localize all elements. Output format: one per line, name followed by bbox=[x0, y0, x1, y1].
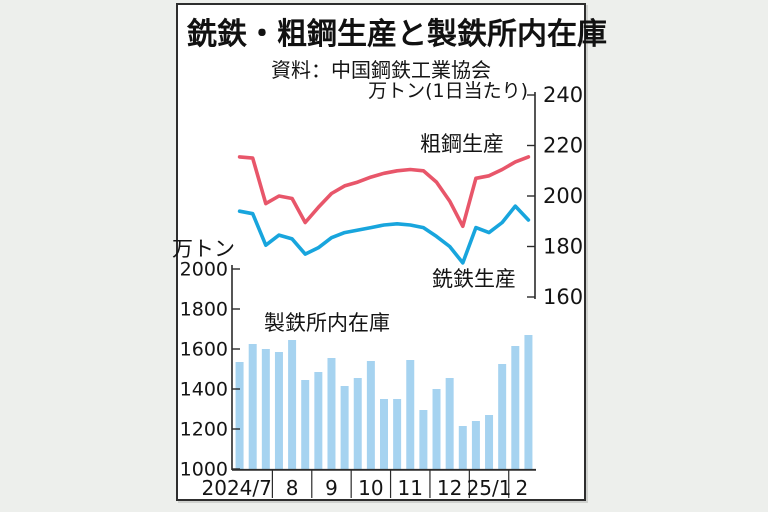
left-axis-tick-label: 1400 bbox=[180, 379, 228, 401]
month-label: 2 bbox=[516, 476, 529, 500]
left-axis-tick-label: 1800 bbox=[180, 299, 228, 321]
inventory-bar bbox=[511, 346, 520, 469]
month-label: 11 bbox=[398, 476, 423, 500]
left-axis-tick-label: 1200 bbox=[180, 419, 228, 441]
chart-source: 資料：中国鋼鉄工業協会 bbox=[271, 58, 491, 82]
inventory-bar bbox=[248, 344, 257, 469]
chart-title: 銑鉄・粗鋼生産と製鉄所内在庫 bbox=[187, 17, 607, 52]
left-axis-tick-label: 2000 bbox=[180, 259, 228, 281]
inventory-bar bbox=[235, 362, 244, 469]
right-axis-tick-label: 220 bbox=[543, 134, 583, 158]
inventory-bar bbox=[327, 358, 336, 469]
right-axis-tick-label: 160 bbox=[543, 285, 583, 309]
right-axis-tick-label: 240 bbox=[543, 83, 583, 107]
inventory-bar bbox=[301, 380, 310, 469]
inventory-bar bbox=[485, 415, 494, 469]
pig-iron-series-label: 銑鉄生産 bbox=[432, 267, 516, 291]
month-label: 12 bbox=[437, 476, 462, 500]
inventory-bar bbox=[274, 352, 283, 469]
pig-iron-line bbox=[237, 204, 531, 265]
left-axis-tick-label: 1600 bbox=[180, 339, 228, 361]
month-label: 9 bbox=[325, 476, 338, 500]
inventory-bar bbox=[406, 360, 415, 469]
inventory-series-label: 製鉄所内在庫 bbox=[264, 311, 390, 335]
right-axis-tick-label: 180 bbox=[543, 235, 583, 259]
inventory-bar bbox=[419, 410, 428, 469]
inventory-bar bbox=[471, 421, 480, 469]
inventory-bar bbox=[353, 378, 362, 469]
month-label: 10 bbox=[358, 476, 383, 500]
inventory-bar bbox=[288, 340, 297, 469]
month-label: 8 bbox=[286, 476, 299, 500]
inventory-bar bbox=[380, 399, 388, 469]
inventory-bar bbox=[524, 335, 533, 469]
inventory-bar bbox=[432, 389, 441, 469]
inventory-bar bbox=[366, 361, 375, 469]
right-axis-unit-label: 万トン(1日当たり) bbox=[368, 80, 528, 102]
inventory-bar bbox=[445, 378, 454, 469]
inventory-bar bbox=[340, 386, 349, 469]
right-axis-tick-label: 200 bbox=[543, 184, 583, 208]
left-axis-unit-label: 万トン bbox=[172, 237, 235, 261]
month-label: 2024/7 bbox=[202, 476, 272, 500]
crude-steel-line bbox=[237, 155, 531, 229]
left-axis-tick-label: 1000 bbox=[180, 459, 228, 481]
inventory-bar bbox=[261, 349, 270, 469]
month-label: 25/1 bbox=[467, 476, 512, 500]
inventory-bar bbox=[393, 399, 402, 469]
inventory-bar bbox=[314, 372, 323, 469]
inventory-bar bbox=[458, 426, 467, 469]
crude-steel-series-label: 粗鋼生産 bbox=[420, 132, 504, 156]
inventory-bar bbox=[498, 364, 507, 469]
